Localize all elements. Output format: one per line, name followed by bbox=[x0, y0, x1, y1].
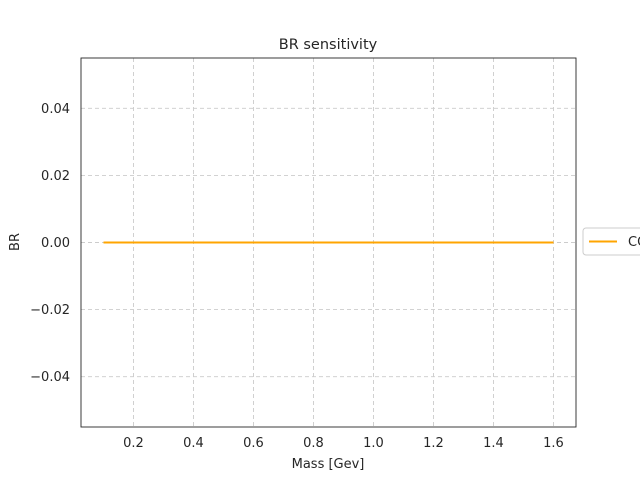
y-tick-label: −0.04 bbox=[30, 370, 70, 385]
x-tick-label: 0.4 bbox=[183, 436, 204, 451]
x-tick-label: 0.8 bbox=[303, 436, 324, 451]
y-tick-label: 0.04 bbox=[41, 102, 70, 117]
chart-title: BR sensitivity bbox=[279, 37, 378, 53]
y-tick-label: 0.02 bbox=[41, 169, 70, 184]
x-tick-label: 1.4 bbox=[483, 436, 504, 451]
y-axis-ticks: −0.04 −0.02 0.00 0.02 0.04 bbox=[30, 102, 70, 385]
x-axis-label: Mass [Gev] bbox=[292, 457, 365, 472]
x-tick-label: 1.0 bbox=[363, 436, 384, 451]
x-tick-label: 0.6 bbox=[243, 436, 264, 451]
y-tick-label: 0.00 bbox=[41, 236, 70, 251]
x-axis-ticks: 0.2 0.4 0.6 0.8 1.0 1.2 1.4 1.6 bbox=[123, 436, 564, 451]
legend: CO bbox=[582, 227, 640, 256]
x-tick-label: 1.2 bbox=[423, 436, 444, 451]
x-tick-label: 0.2 bbox=[123, 436, 144, 451]
y-tick-label: −0.02 bbox=[30, 303, 70, 318]
x-tick-label: 1.6 bbox=[543, 436, 564, 451]
y-axis-label: BR bbox=[8, 233, 23, 251]
plot-area-frame bbox=[80, 57, 577, 428]
legend-label: CO bbox=[628, 235, 640, 250]
